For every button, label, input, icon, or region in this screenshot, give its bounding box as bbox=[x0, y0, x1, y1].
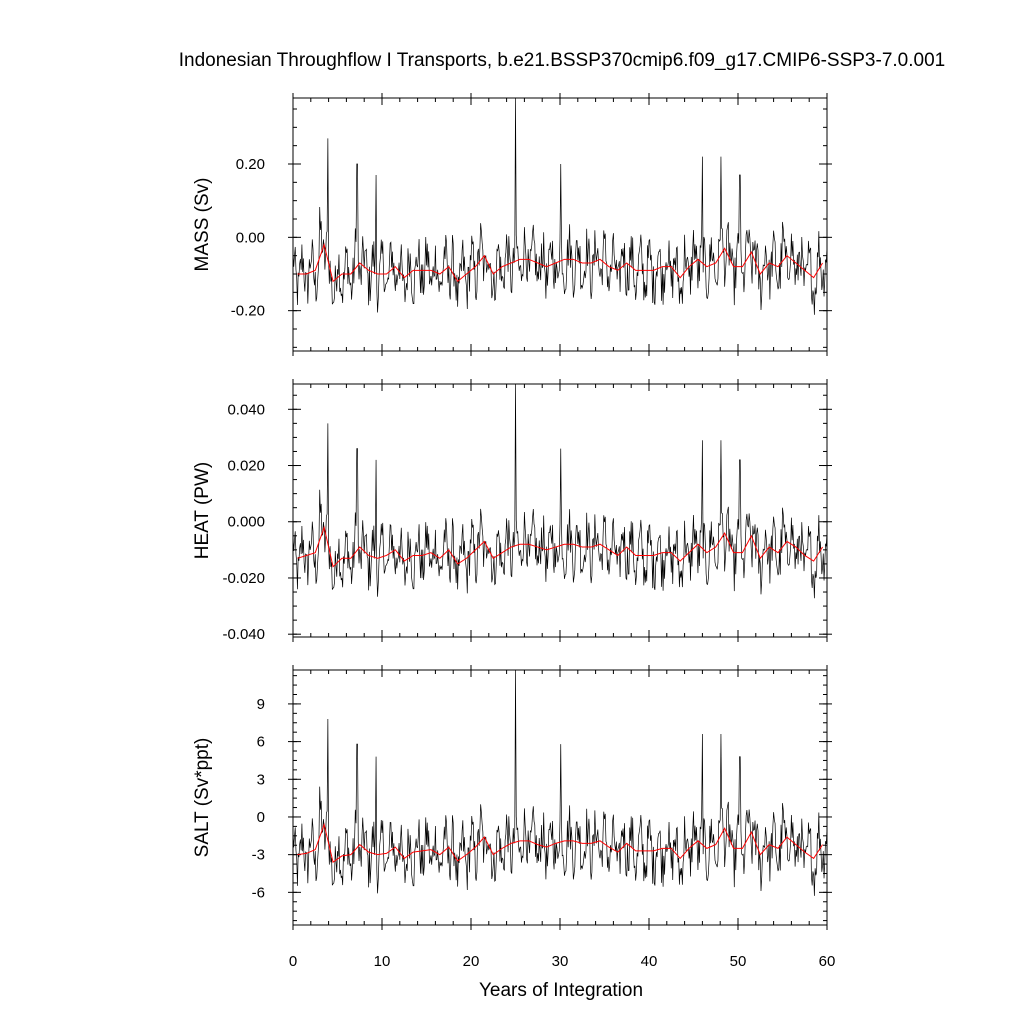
y-tick-label: 0.00 bbox=[236, 229, 265, 246]
y-tick-label: 0 bbox=[257, 809, 265, 826]
y-tick-label: 0.000 bbox=[227, 514, 265, 531]
y-tick-label: 9 bbox=[257, 696, 265, 713]
annual-mean-series-line bbox=[297, 822, 823, 864]
chart-title: Indonesian Throughflow I Transports, b.e… bbox=[179, 50, 945, 71]
x-tick-label: 40 bbox=[641, 953, 658, 970]
y-tick-label: 3 bbox=[257, 771, 265, 788]
monthly-series-line bbox=[292, 97, 828, 315]
y-tick-label: 0.020 bbox=[227, 458, 265, 475]
y-tick-label: 0.040 bbox=[227, 401, 265, 418]
y-tick-label: -6 bbox=[252, 884, 265, 901]
panel-0: -0.20 0.00 0.20 MASS (Sv) bbox=[192, 93, 832, 356]
y-tick-label: -3 bbox=[252, 847, 265, 864]
x-tick-label: 20 bbox=[463, 953, 480, 970]
panel-2: -6 -3 0 3 6 9 SALT (Sv*ppt) bbox=[192, 665, 832, 930]
monthly-series-line bbox=[292, 383, 828, 599]
x-tick-label: 50 bbox=[730, 953, 747, 970]
x-tick-label: 10 bbox=[374, 953, 391, 970]
y-tick-label: -0.020 bbox=[222, 570, 265, 587]
monthly-series-line bbox=[292, 669, 828, 896]
panel-1: -0.040 -0.020 0.000 0.020 0.040 HEAT (PW) bbox=[192, 379, 832, 643]
y-axis-label: HEAT (PW) bbox=[192, 462, 213, 559]
y-axis-label: MASS (Sv) bbox=[192, 178, 213, 272]
annual-mean-series-line bbox=[297, 525, 823, 568]
y-tick-label: -0.040 bbox=[222, 626, 265, 643]
x-axis-label: Years of Integration bbox=[479, 980, 643, 1001]
y-tick-label: 6 bbox=[257, 734, 265, 751]
x-tick-label: 30 bbox=[552, 953, 569, 970]
annual-mean-series-line bbox=[297, 242, 823, 283]
y-axis-label: SALT (Sv*ppt) bbox=[192, 738, 213, 858]
y-tick-label: -0.20 bbox=[231, 303, 265, 320]
y-tick-label: 0.20 bbox=[236, 156, 265, 173]
x-tick-label: 60 bbox=[819, 953, 836, 970]
x-tick-label: 0 bbox=[289, 953, 297, 970]
